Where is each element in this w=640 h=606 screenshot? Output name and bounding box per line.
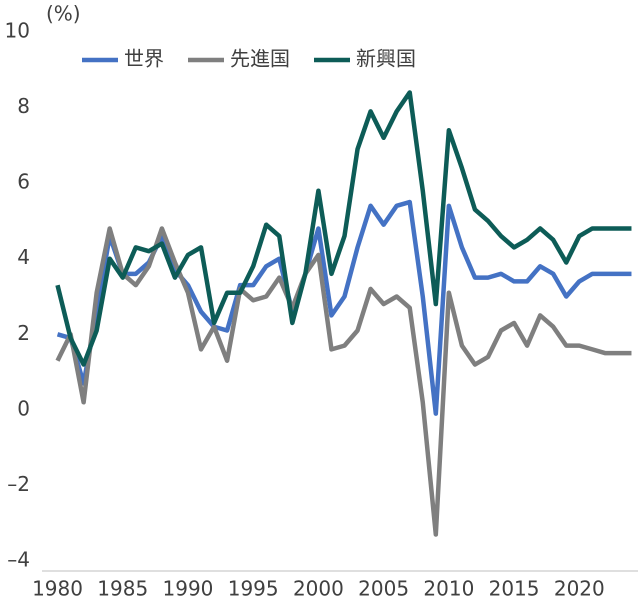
x-tick-label: 2005: [358, 577, 409, 601]
y-tick-label: 2: [17, 321, 30, 345]
x-tick-label: 2015: [489, 577, 540, 601]
y-tick-label: 10: [5, 19, 30, 43]
x-tick-label: 1995: [228, 577, 279, 601]
x-tick-label: 1985: [97, 577, 148, 601]
y-tick-label: 0: [17, 396, 30, 420]
y-tick-label: –2: [7, 472, 30, 496]
x-tick-label: 1990: [163, 577, 214, 601]
y-tick-label: 4: [17, 245, 30, 269]
legend-label: 世界: [124, 47, 164, 71]
x-tick-label: 2000: [293, 577, 344, 601]
series-line: [55, 226, 632, 537]
y-tick-label: 6: [17, 170, 30, 194]
x-tick-label: 1980: [32, 577, 83, 601]
y-tick-label: 8: [17, 94, 30, 118]
unit-label: (%): [46, 2, 81, 26]
x-tick-label: 2010: [423, 577, 474, 601]
legend-label: 新興国: [356, 47, 416, 71]
legend-label: 先進国: [230, 47, 290, 71]
x-tick-label: 2020: [554, 577, 605, 601]
series-line: [55, 90, 632, 367]
y-tick-label: –4: [7, 548, 30, 572]
